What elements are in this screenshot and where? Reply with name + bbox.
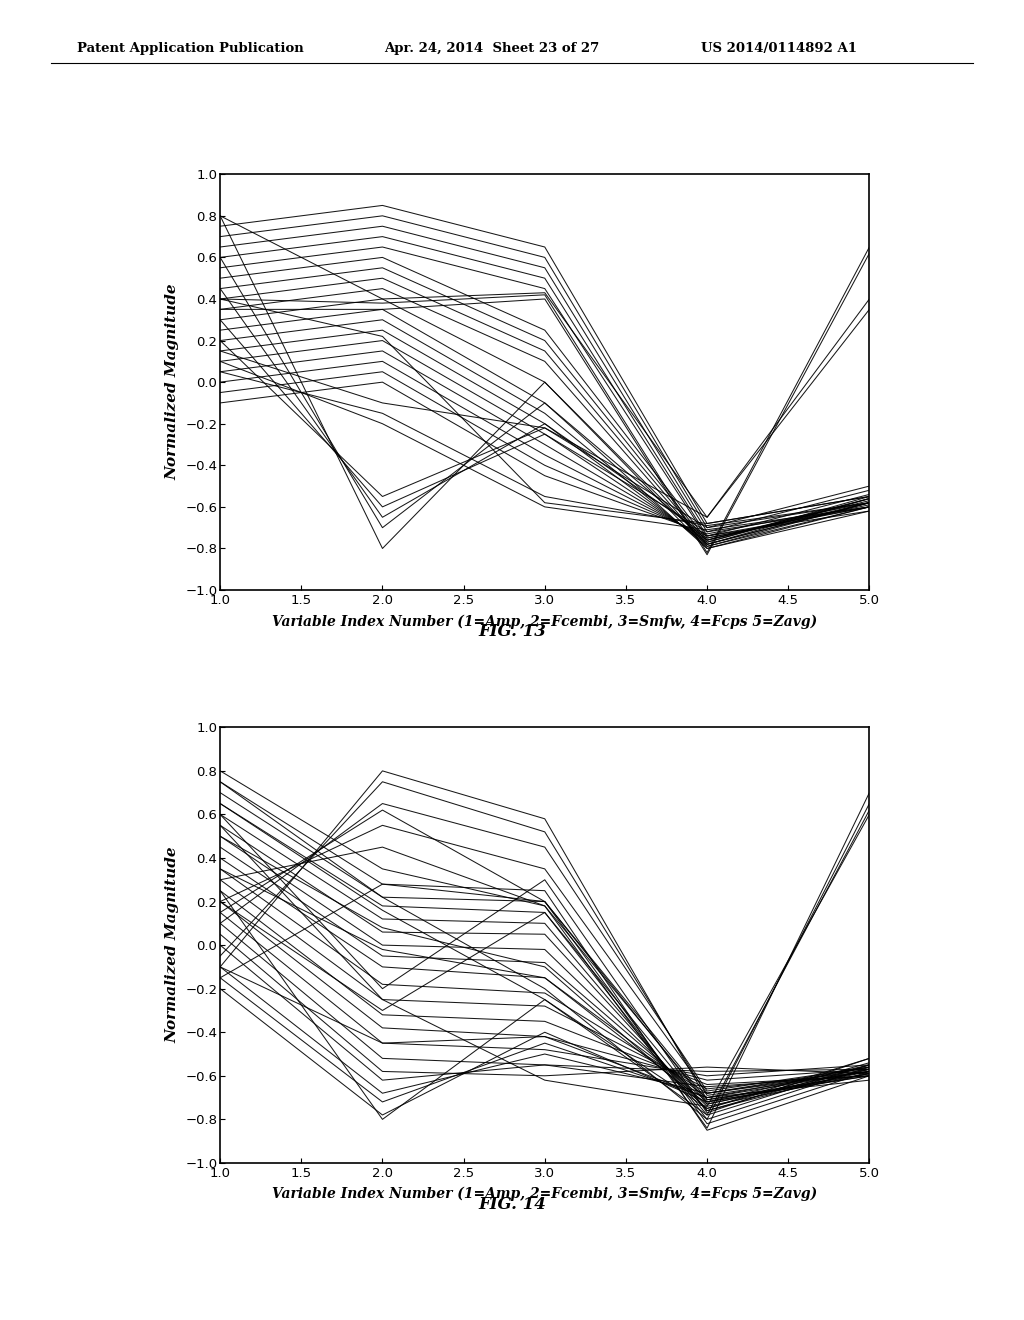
Text: Apr. 24, 2014  Sheet 23 of 27: Apr. 24, 2014 Sheet 23 of 27 — [384, 42, 599, 55]
Text: US 2014/0114892 A1: US 2014/0114892 A1 — [701, 42, 857, 55]
Text: FIG. 14: FIG. 14 — [478, 1196, 546, 1213]
Y-axis label: Normalized Magnitude: Normalized Magnitude — [166, 847, 179, 1043]
Text: Patent Application Publication: Patent Application Publication — [77, 42, 303, 55]
Y-axis label: Normalized Magnitude: Normalized Magnitude — [166, 284, 179, 480]
X-axis label: Variable Index Number (1=Amp, 2=Fcembi, 3=Smfw, 4=Fcps 5=Zavg): Variable Index Number (1=Amp, 2=Fcembi, … — [272, 614, 817, 628]
X-axis label: Variable Index Number (1=Amp, 2=Fcembi, 3=Smfw, 4=Fcps 5=Zavg): Variable Index Number (1=Amp, 2=Fcembi, … — [272, 1187, 817, 1201]
Text: FIG. 13: FIG. 13 — [478, 623, 546, 640]
